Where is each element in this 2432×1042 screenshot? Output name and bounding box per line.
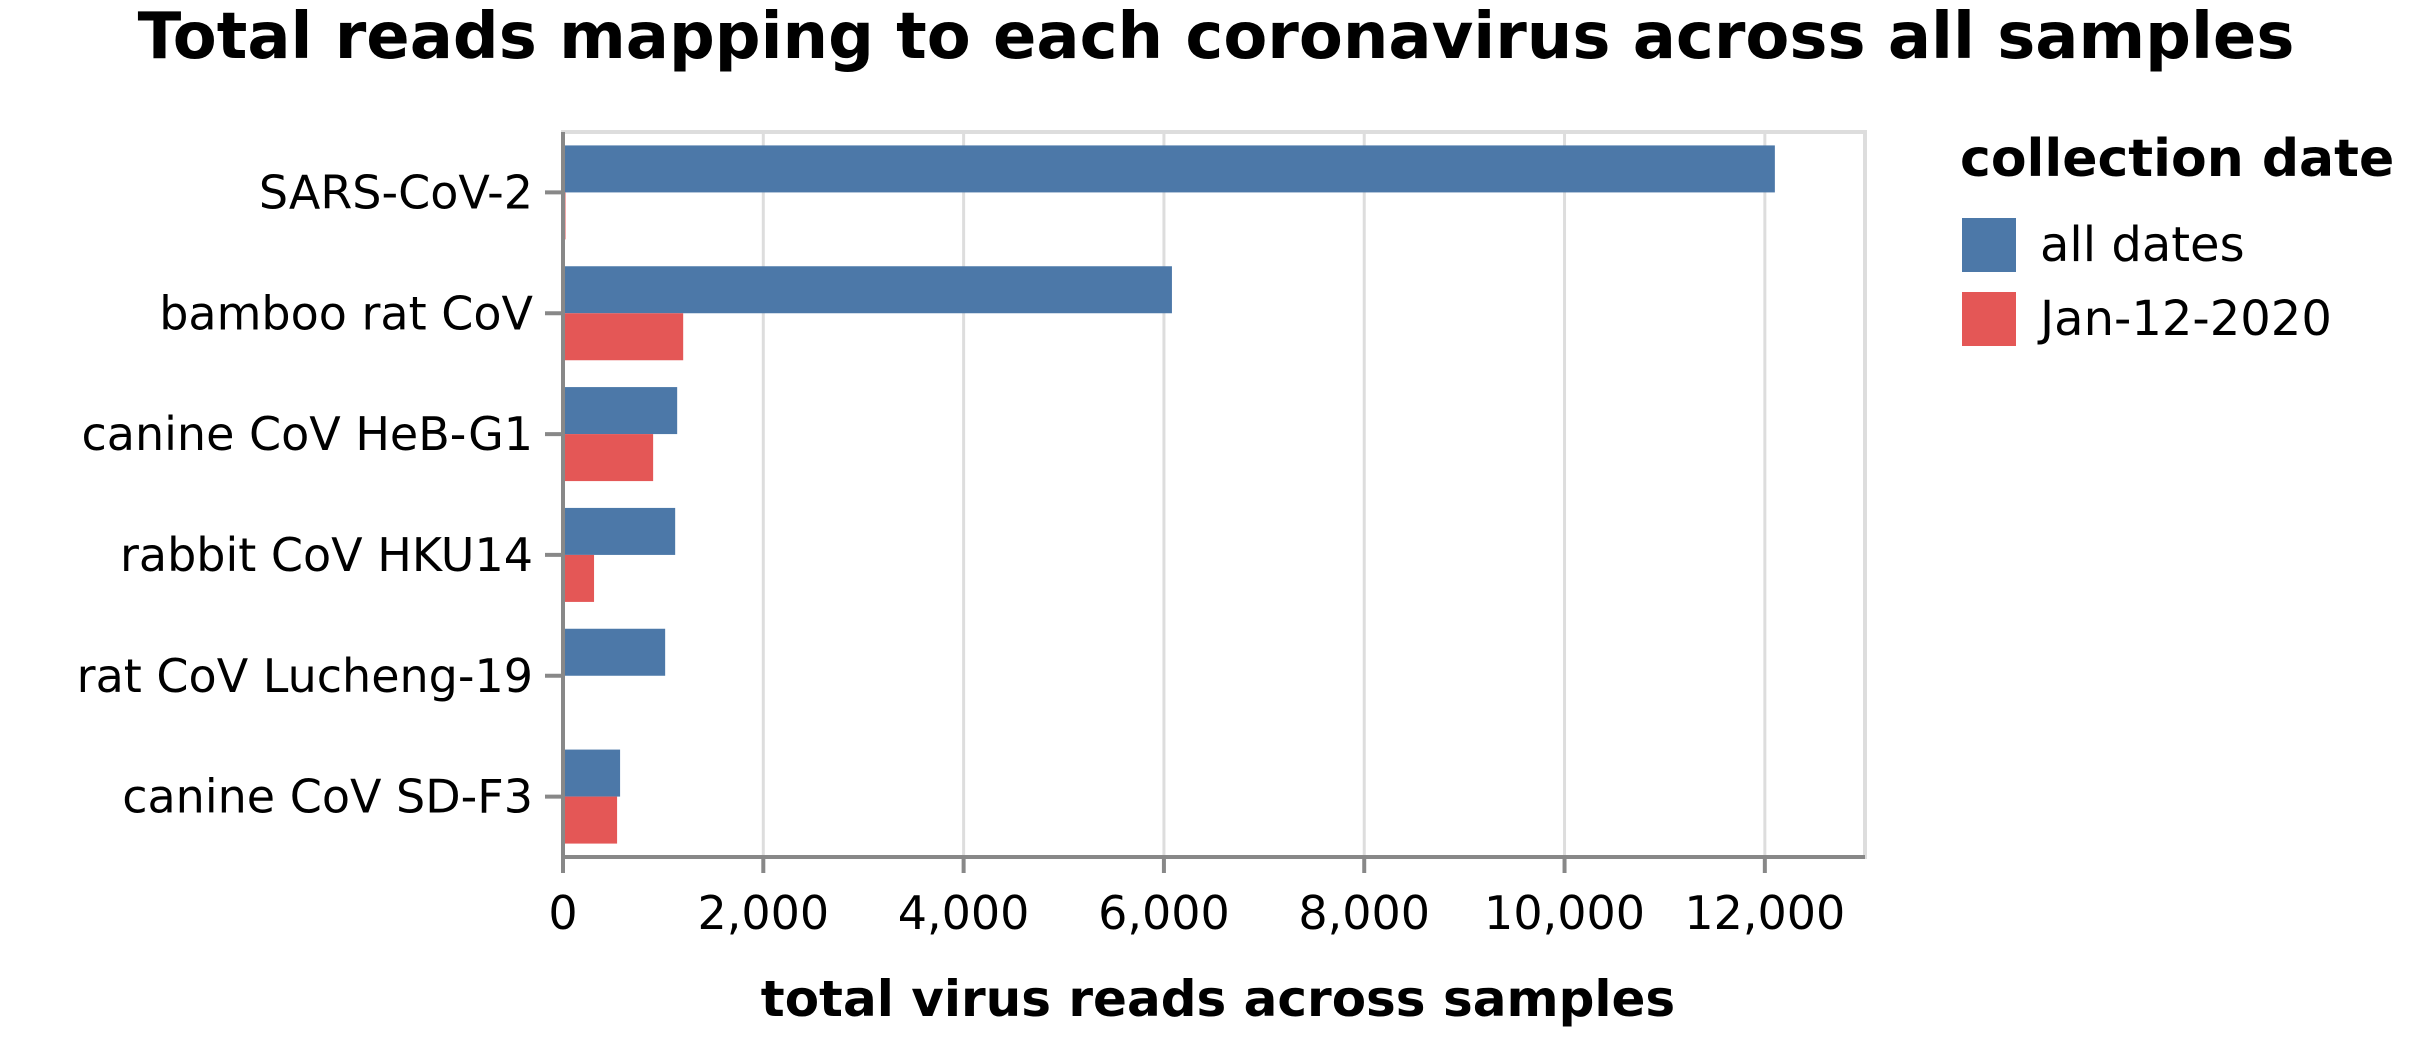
y-tick-label: bamboo rat CoV [159, 286, 533, 340]
bar [563, 507, 676, 555]
bar [563, 387, 678, 435]
legend-swatch [1962, 292, 2016, 346]
legend: collection date all dates Jan-12-2020 [1960, 129, 2394, 347]
y-tick-label: rabbit CoV HKU14 [120, 528, 533, 582]
bar [563, 628, 666, 676]
y-tick-label: canine CoV SD-F3 [122, 770, 533, 824]
y-tick-label: SARS-CoV-2 [259, 165, 533, 219]
gridlines [761, 132, 1767, 857]
bar [563, 796, 618, 844]
bar [563, 145, 1775, 193]
x-tick-label: 2,000 [697, 886, 829, 940]
x-tick-label: 4,000 [898, 886, 1030, 940]
axes [561, 132, 1865, 859]
x-axis-title: total virus reads across samples [761, 970, 1675, 1028]
y-tick-label: rat CoV Lucheng-19 [77, 649, 533, 703]
y-axis-ticks: SARS-CoV-2 bamboo rat CoV canine CoV HeB-G… [77, 165, 563, 824]
bar [563, 749, 621, 797]
x-tick-label: 0 [548, 886, 577, 940]
y-tick-label: canine CoV HeB-G1 [82, 407, 534, 461]
bar [563, 266, 1172, 314]
plot-border [561, 130, 1867, 859]
plot-area [561, 130, 1867, 859]
legend-label: Jan-12-2020 [2037, 291, 2332, 347]
bars [563, 145, 1775, 844]
bar [563, 554, 595, 602]
bar [563, 434, 654, 482]
x-axis-ticks: 0 2,000 4,000 6,000 8,000 10,000 12,000 [548, 857, 1845, 940]
legend-label: all dates [2040, 217, 2245, 273]
x-tick-label: 10,000 [1484, 886, 1645, 940]
chart-title: Total reads mapping to each coronavirus … [138, 0, 2295, 74]
legend-swatch [1962, 218, 2016, 272]
x-tick-label: 8,000 [1298, 886, 1430, 940]
bar [563, 313, 684, 361]
legend-title: collection date [1960, 129, 2394, 189]
x-tick-label: 6,000 [1098, 886, 1230, 940]
x-tick-label: 12,000 [1684, 886, 1845, 940]
